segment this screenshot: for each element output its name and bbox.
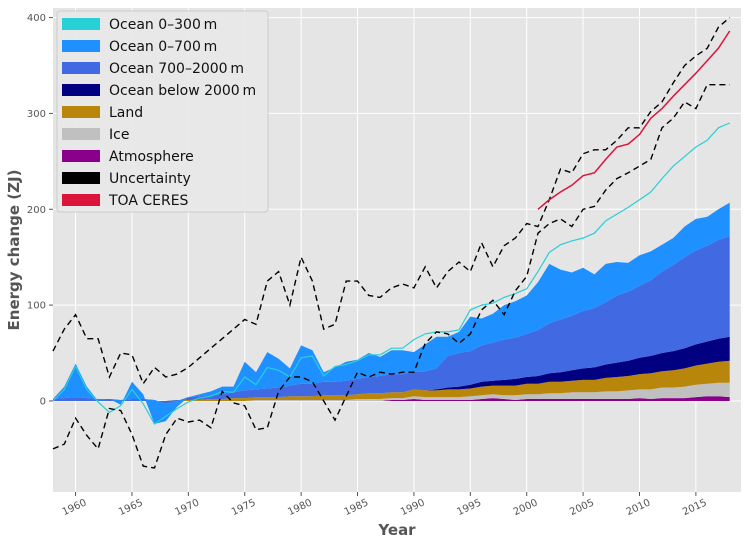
legend-swatch xyxy=(62,150,100,162)
y-tick-label: 0 xyxy=(40,396,46,407)
legend-label: TOA CERES xyxy=(108,193,189,209)
legend-swatch xyxy=(62,40,100,52)
y-axis-label: Energy change (ZJ) xyxy=(5,170,23,331)
legend-swatch xyxy=(62,172,100,184)
x-axis-label: Year xyxy=(377,521,416,539)
legend-label: Uncertainty xyxy=(109,171,191,187)
legend: Ocean 0–300 m Ocean 0–700 m Ocean 700–2000… xyxy=(56,10,269,213)
legend-swatch xyxy=(62,18,100,30)
x-tick-label: 2010 xyxy=(625,497,653,518)
legend-swatch xyxy=(62,128,100,140)
area-ocean-700-2000-m xyxy=(53,236,730,404)
x-tick-label: 1995 xyxy=(455,497,483,518)
legend-swatch xyxy=(62,106,100,118)
x-tick-label: 1960 xyxy=(61,497,89,518)
x-tick-label: 1970 xyxy=(173,497,201,518)
x-tick-label: 2005 xyxy=(568,497,596,518)
area-ocean-below-2000-m xyxy=(53,336,730,401)
x-tick-label: 1975 xyxy=(230,497,258,518)
legend-label: Ocean below 2000 m xyxy=(109,83,256,99)
legend-label: Ocean 700–2000 m xyxy=(109,61,244,77)
x-tick-label: 1980 xyxy=(286,497,314,518)
y-tick-label: 200 xyxy=(27,205,46,216)
legend-box xyxy=(56,10,269,213)
y-tick-label: 400 xyxy=(27,13,46,24)
stacked-areas xyxy=(53,202,730,424)
ocean-0-300m-line xyxy=(52,122,730,425)
x-tick-label: 1965 xyxy=(117,497,145,518)
legend-swatch xyxy=(62,62,100,74)
legend-label: Land xyxy=(109,105,143,121)
y-tick-label: 100 xyxy=(27,301,46,312)
legend-label: Ocean 0–300 m xyxy=(109,17,217,33)
x-tick-label: 2000 xyxy=(512,497,540,518)
toa-ceres-line xyxy=(537,30,731,210)
area-land xyxy=(53,360,730,401)
uncertainty-upper-line xyxy=(52,17,731,386)
area-ice xyxy=(53,382,730,401)
x-tick-label: 2015 xyxy=(681,497,709,518)
area-atmosphere xyxy=(53,396,730,401)
y-tick-label: 300 xyxy=(27,109,46,120)
uncertainty-lower-line xyxy=(52,84,730,469)
legend-label: Ocean 0–700 m xyxy=(109,39,217,55)
area-ocean-0-700-m xyxy=(53,202,730,424)
legend-label: Ice xyxy=(109,127,129,143)
legend-label: Atmosphere xyxy=(109,149,194,165)
x-tick-label: 1990 xyxy=(399,497,427,518)
x-tick-label: 1985 xyxy=(343,497,371,518)
legend-swatch xyxy=(62,194,100,206)
overlay-lines xyxy=(52,17,731,469)
legend-swatch xyxy=(62,84,100,96)
